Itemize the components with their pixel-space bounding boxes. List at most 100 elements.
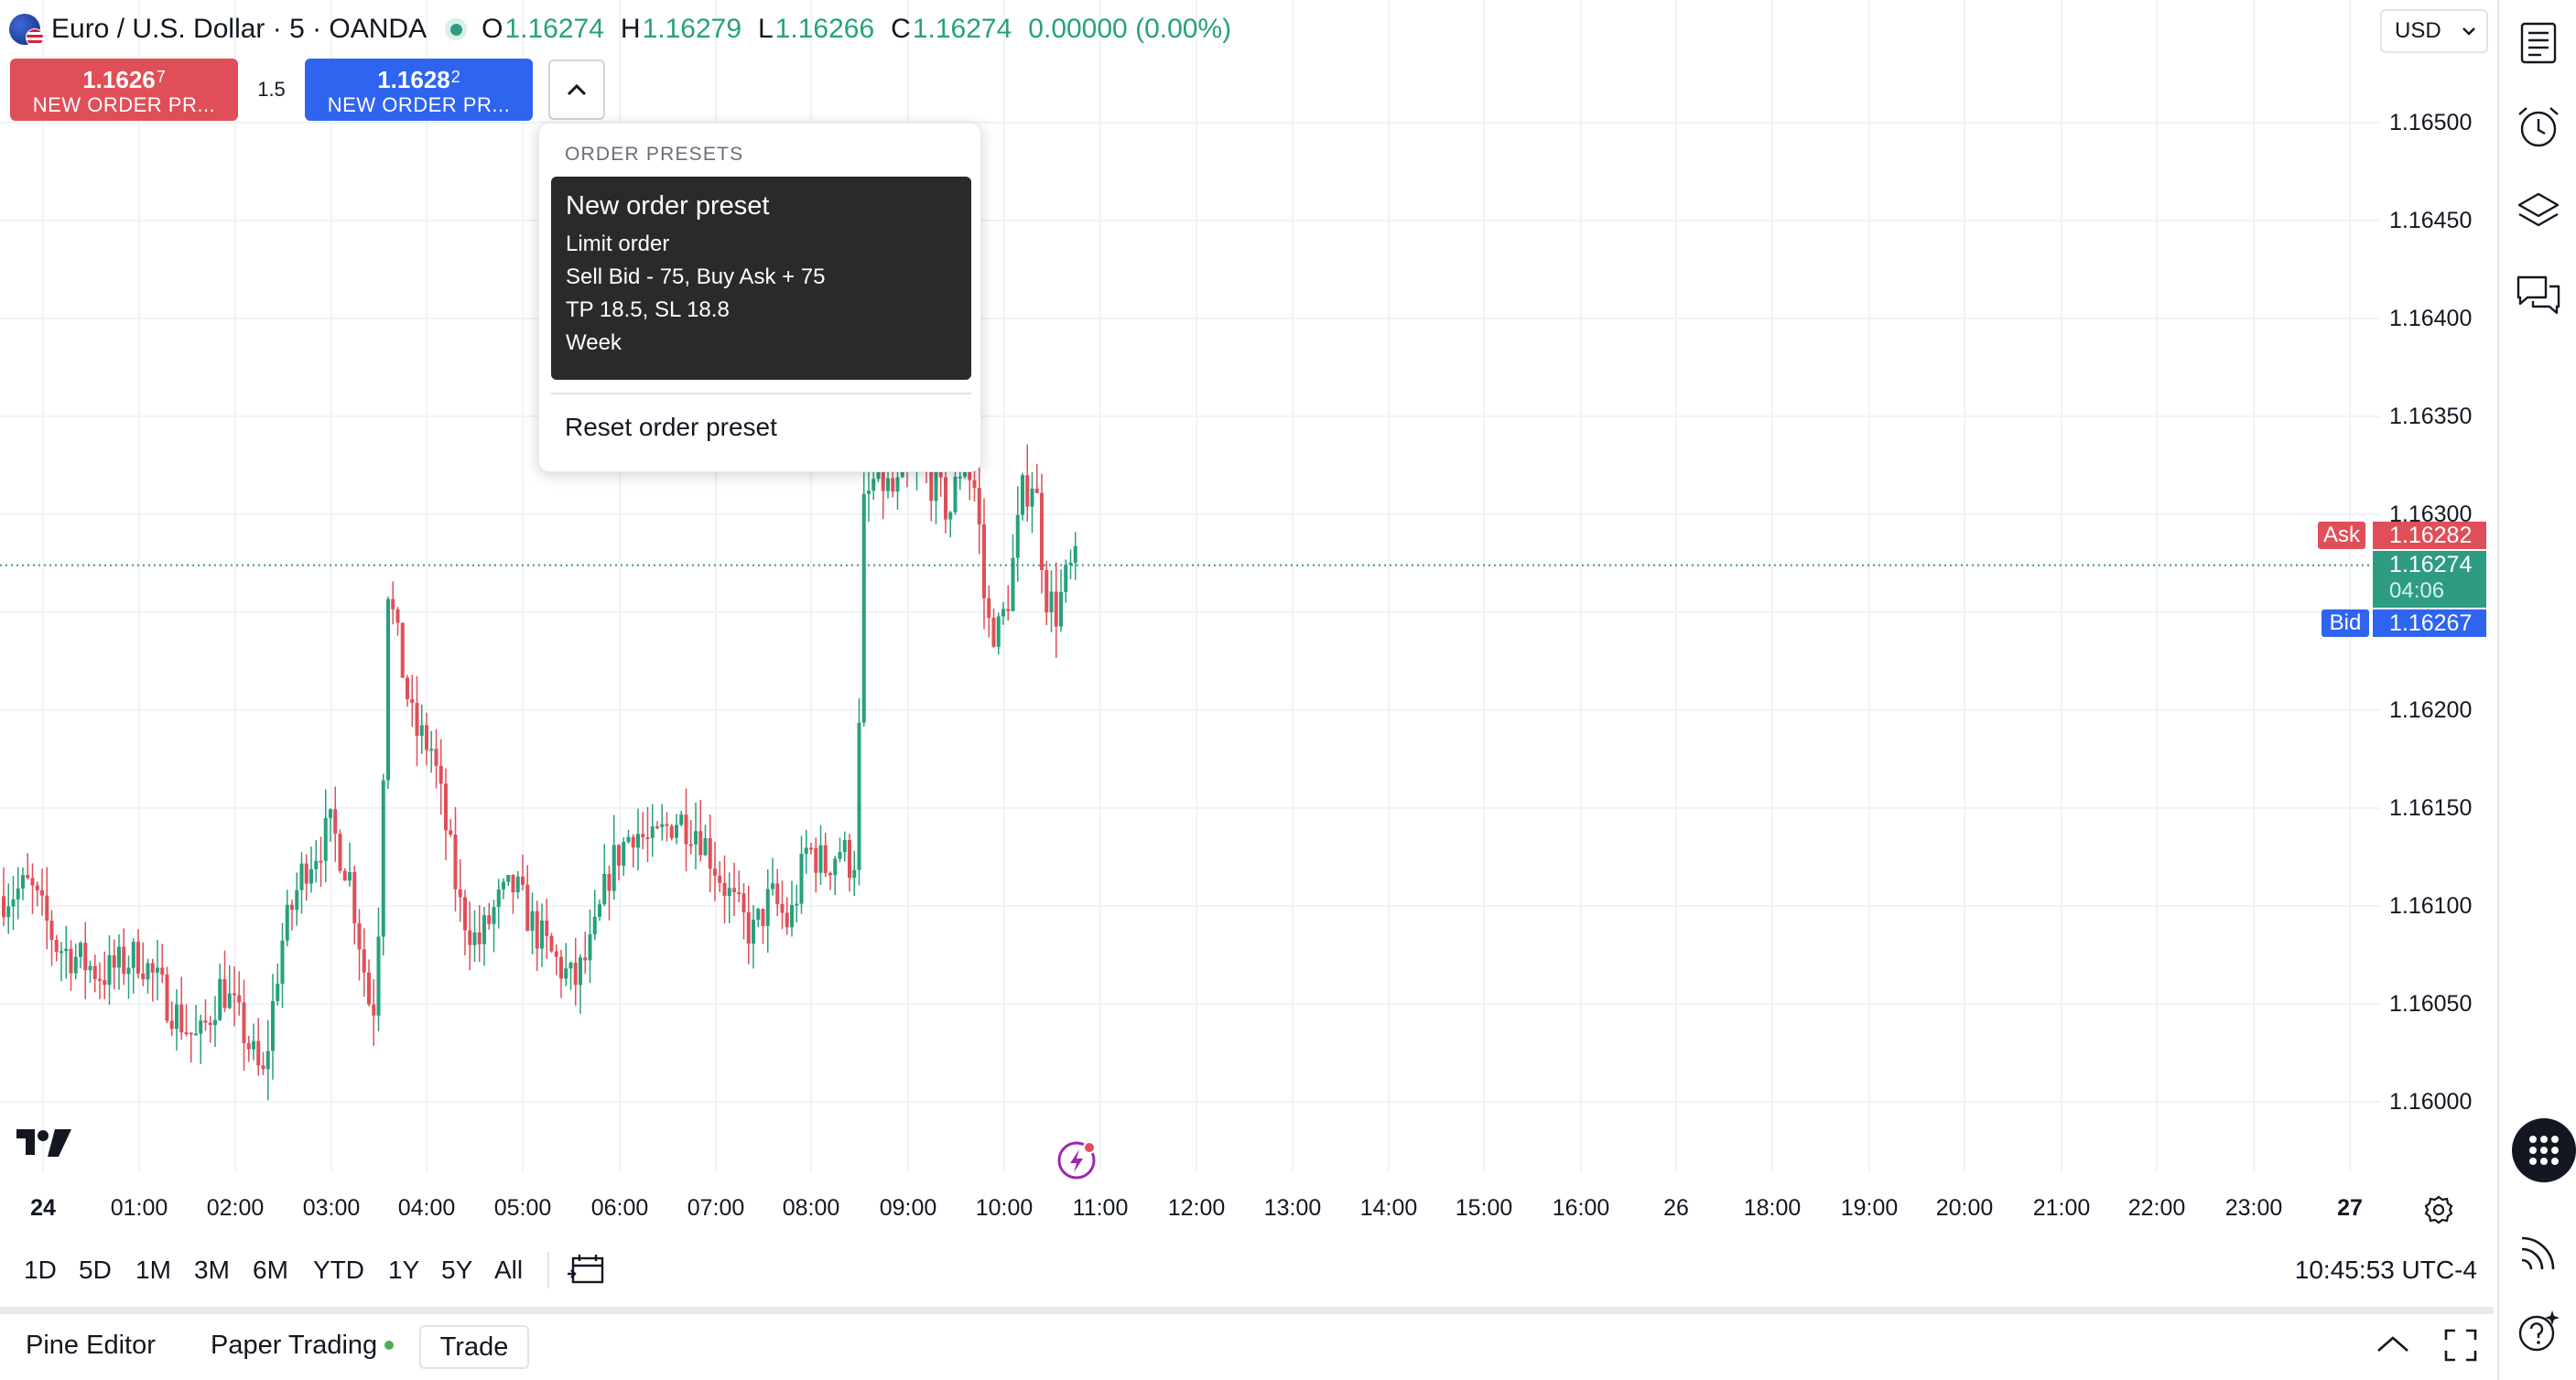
price-change: 0.00000 (0.00%) <box>1028 14 1232 44</box>
chevron-up-icon <box>567 83 587 96</box>
candle-up <box>156 967 159 973</box>
panel-divider[interactable] <box>0 1307 2494 1314</box>
bid-tag: Bid <box>2322 609 2369 637</box>
candle-down <box>357 922 362 950</box>
candle-down <box>256 1040 261 1066</box>
candle-up <box>948 512 953 520</box>
candle-down <box>92 965 97 979</box>
candle-up <box>199 1020 203 1034</box>
candle-down <box>641 834 645 837</box>
gear-icon <box>2424 1195 2453 1224</box>
preset-prices: Sell Bid - 75, Buy Ask + 75 <box>566 264 826 289</box>
candle-up <box>1059 591 1063 627</box>
candle-up <box>540 921 544 949</box>
candle-up <box>79 943 82 957</box>
sidebar-object-tree-button[interactable] <box>2514 187 2563 236</box>
sidebar-chats-button[interactable] <box>2514 271 2563 320</box>
tab-paper-trading[interactable]: Paper Trading <box>211 1331 395 1361</box>
sidebar-help-button[interactable] <box>2514 1307 2563 1356</box>
tab-trade[interactable]: Trade <box>419 1325 529 1369</box>
candle-up <box>804 847 808 854</box>
candle-up <box>852 869 857 879</box>
candle-up <box>622 842 626 866</box>
candle-up <box>1030 488 1034 507</box>
candle-down <box>98 978 102 981</box>
range-6m-button[interactable]: 6M <box>253 1256 288 1284</box>
currency-select[interactable]: USD <box>2380 9 2488 53</box>
candle-up <box>213 1019 217 1026</box>
candle-down <box>242 1002 246 1043</box>
candle-down <box>823 845 828 874</box>
sidebar-signal-button[interactable] <box>2514 1228 2563 1278</box>
range-3m-button[interactable]: 3M <box>194 1256 230 1284</box>
go-to-date-button[interactable] <box>568 1254 606 1291</box>
candle-down <box>881 456 885 491</box>
range-1d-button[interactable]: 1D <box>24 1256 57 1284</box>
candle-up <box>752 920 755 944</box>
candle-up <box>1049 591 1054 613</box>
price-chart[interactable] <box>0 0 2380 1199</box>
candle-down <box>977 488 981 525</box>
chart-area[interactable] <box>0 0 2380 1199</box>
lightning-icon <box>1057 1141 1096 1180</box>
ask-price-value: 1.16282 <box>2373 522 2486 549</box>
market-open-icon[interactable] <box>445 18 468 40</box>
presets-toggle-button[interactable] <box>548 59 605 120</box>
candle-up <box>88 965 92 971</box>
time-label: 13:00 <box>1263 1195 1322 1221</box>
panel-collapse-button[interactable] <box>2375 1331 2411 1363</box>
connected-dot-icon <box>384 1341 395 1350</box>
candle-up <box>227 993 232 1008</box>
sidebar-alerts-button[interactable] <box>2514 102 2563 152</box>
candle-up <box>612 845 616 891</box>
panel-maximize-button[interactable] <box>2442 1327 2479 1368</box>
time-label: 03:00 <box>302 1195 361 1221</box>
flash-trade-button[interactable] <box>1055 1138 1100 1189</box>
sidebar-watchlist-button[interactable] <box>2514 18 2563 68</box>
new-order-preset-item[interactable]: New order preset Limit order Sell Bid - … <box>551 177 971 380</box>
candle-down <box>362 949 366 973</box>
candle-down <box>352 871 357 923</box>
chart-clock[interactable]: 10:45:53 UTC-4 <box>2294 1256 2477 1284</box>
candle-down <box>669 825 674 838</box>
range-ytd-button[interactable]: YTD <box>313 1256 364 1284</box>
tradingview-logo[interactable] <box>16 1127 73 1163</box>
time-label: 02:00 <box>206 1195 265 1221</box>
tab-pine-editor[interactable]: Pine Editor <box>26 1331 156 1360</box>
candle-up <box>727 888 731 897</box>
candle-down <box>54 940 59 953</box>
range-1m-button[interactable]: 1M <box>135 1256 171 1284</box>
chart-settings-button[interactable] <box>2422 1193 2455 1231</box>
range-5d-button[interactable]: 5D <box>79 1256 112 1284</box>
candle-down <box>549 935 554 952</box>
candle-up <box>756 909 761 921</box>
candle-up <box>295 889 299 911</box>
range-5y-button[interactable]: 5Y <box>441 1256 473 1284</box>
candle-up <box>496 889 501 908</box>
ohlc-close-value: 1.16274 <box>912 14 1012 44</box>
candle-up <box>271 1000 275 1051</box>
range-1y-button[interactable]: 1Y <box>388 1256 420 1284</box>
candle-up <box>886 478 890 491</box>
candle-down <box>304 863 308 884</box>
time-label: 07:00 <box>687 1195 745 1221</box>
reset-order-preset-item[interactable]: Reset order preset <box>565 413 777 441</box>
symbol-title[interactable]: Euro / U.S. Dollar · 5 · OANDA <box>51 14 428 44</box>
buy-button[interactable]: 1.16282 NEW ORDER PR... <box>305 59 533 121</box>
candle-up <box>795 903 799 906</box>
price-label: 1.16450 <box>2389 208 2473 233</box>
candle-up <box>650 826 655 838</box>
candle-down <box>982 524 986 598</box>
candle-down <box>319 860 323 863</box>
apps-menu-button[interactable] <box>2512 1118 2576 1182</box>
sell-button[interactable]: 1.16267 NEW ORDER PR... <box>10 59 238 121</box>
candle-up <box>131 942 135 968</box>
candle-up <box>506 875 511 882</box>
buy-label: NEW ORDER PR... <box>327 92 511 116</box>
candle-down <box>655 826 659 829</box>
candle-up <box>626 836 631 843</box>
candle-down <box>45 895 49 922</box>
candle-up <box>285 904 289 941</box>
range-all-button[interactable]: All <box>494 1256 524 1284</box>
